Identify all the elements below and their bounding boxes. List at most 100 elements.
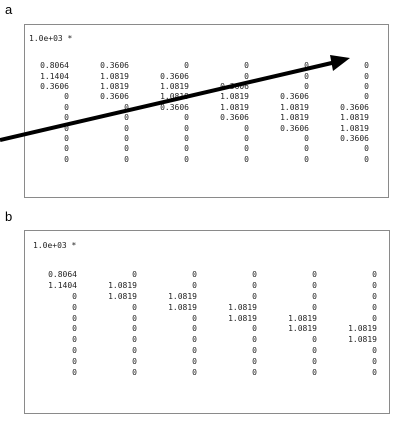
matrix-row: 0 0 1.0819 1.0819 0 0: [25, 302, 377, 313]
matrix-cell: 0: [304, 81, 309, 91]
matrix-row: 0 0 0.3606 1.0819 1.0819 0.3606: [25, 103, 369, 113]
matrix-cell: 0: [244, 144, 249, 154]
matrix-cell: 1.0819: [160, 92, 189, 102]
matrix-row: 0 0 0 0 0 0: [25, 367, 377, 378]
matrix-row: 0 0.3606 1.0819 1.0819 0.3606 0: [25, 92, 369, 102]
matrix-cell: 0: [252, 324, 257, 334]
matrix-cell: 0: [132, 356, 137, 366]
matrix-row: 0 0 0 0 0 1.0819: [25, 335, 377, 346]
matrix-cell: 0: [72, 356, 77, 366]
matrix-output-panel-b: 1.0e+03 * 0.8064 0 0 0 0 0 1.1404 1.0819 0 0 0 0 0 1.…: [24, 230, 390, 414]
matrix-cell: 0: [124, 123, 129, 133]
matrix-cell: 0: [252, 270, 257, 280]
matrix-cell: 0.3606: [280, 92, 309, 102]
matrix-cell: 0: [312, 345, 317, 355]
matrix-cell: 0: [304, 71, 309, 81]
matrix-cell: 0: [312, 367, 317, 377]
matrix-cell: 0: [304, 144, 309, 154]
matrix-cell: 0: [192, 324, 197, 334]
matrix-cell: 0: [64, 123, 69, 133]
matrix-cell: 0: [132, 270, 137, 280]
matrix-cell: 0: [132, 345, 137, 355]
matrix-cell: 0: [64, 113, 69, 123]
matrix-cell: 0: [364, 61, 369, 71]
matrix-cell: 0: [364, 81, 369, 91]
matrix-cell: 0: [124, 154, 129, 164]
matrix-cell: 0: [304, 133, 309, 143]
panel-a-label: a: [5, 2, 13, 17]
matrix-cell: 0: [372, 313, 377, 323]
matrix-row: 0.8064 0.3606 0 0 0 0: [25, 61, 369, 71]
matrix-cell: 1.0819: [160, 81, 189, 91]
panel-b-label: b: [5, 209, 13, 224]
matrix-cell: 0: [132, 367, 137, 377]
matrix-cell: 0.8064: [40, 61, 69, 71]
matrix-cell: 0: [364, 154, 369, 164]
matrix-cell: 1.0819: [288, 324, 317, 334]
matrix-cell: 0.3606: [100, 61, 129, 71]
matrix-cell: 0: [244, 71, 249, 81]
matrix-cell: 1.0819: [288, 313, 317, 323]
matrix-cell: 1.0819: [228, 302, 257, 312]
matrix-cell: 1.1404: [40, 71, 69, 81]
scale-factor-b: 1.0e+03 *: [33, 241, 77, 250]
matrix-cell: 0: [372, 291, 377, 301]
matrix-cell: 1.0819: [280, 102, 309, 112]
matrix-cell: 0: [192, 345, 197, 355]
matrix-cell: 0.3606: [340, 133, 369, 143]
matrix-cell: 0: [312, 291, 317, 301]
matrix-cell: 0: [252, 345, 257, 355]
matrix-cell: 0: [252, 335, 257, 345]
matrix-table-b: 0.8064 0 0 0 0 0 1.1404 1.0819 0 0 0 0 0 1.0819 1.0819…: [25, 270, 377, 378]
matrix-cell: 0: [72, 313, 77, 323]
matrix-cell: 0: [132, 335, 137, 345]
matrix-cell: 0: [184, 123, 189, 133]
matrix-cell: 1.0819: [348, 324, 377, 334]
matrix-row: 0 0 0 0 0 0: [25, 356, 377, 367]
matrix-cell: 0: [192, 356, 197, 366]
matrix-cell: 0: [312, 356, 317, 366]
matrix-cell: 0: [184, 133, 189, 143]
matrix-cell: 0.3606: [280, 123, 309, 133]
matrix-row: 0 1.0819 1.0819 0 0 0: [25, 292, 377, 303]
matrix-cell: 0: [72, 302, 77, 312]
matrix-cell: 0: [192, 367, 197, 377]
matrix-cell: 0: [364, 92, 369, 102]
matrix-cell: 0: [124, 113, 129, 123]
matrix-cell: 0: [72, 345, 77, 355]
scale-factor-a: 1.0e+03 *: [29, 34, 73, 43]
matrix-cell: 1.1404: [48, 281, 77, 291]
matrix-cell: 0: [72, 335, 77, 345]
matrix-row: 0 0 0 0 0 0: [25, 346, 377, 357]
matrix-cell: 0: [192, 335, 197, 345]
matrix-cell: 0: [192, 313, 197, 323]
matrix-cell: 0: [64, 133, 69, 143]
matrix-row: 1.1404 1.0819 0.3606 0 0 0: [25, 71, 369, 81]
matrix-cell: 0: [372, 270, 377, 280]
matrix-row: 0 0 0 1.0819 1.0819 0: [25, 313, 377, 324]
matrix-cell: 0: [244, 133, 249, 143]
matrix-cell: 0: [192, 270, 197, 280]
matrix-cell: 0: [72, 367, 77, 377]
matrix-cell: 1.0819: [220, 102, 249, 112]
matrix-cell: 0: [304, 61, 309, 71]
matrix-cell: 0: [184, 61, 189, 71]
matrix-cell: 0: [184, 144, 189, 154]
matrix-cell: 0: [132, 313, 137, 323]
matrix-cell: 0: [184, 154, 189, 164]
matrix-cell: 0.3606: [220, 81, 249, 91]
matrix-cell: 0: [304, 154, 309, 164]
matrix-cell: 0: [312, 281, 317, 291]
matrix-cell: 0: [244, 123, 249, 133]
matrix-cell: 0: [312, 302, 317, 312]
matrix-row: 0 0 0 0 1.0819 1.0819: [25, 324, 377, 335]
matrix-cell: 0: [252, 281, 257, 291]
matrix-cell: 1.0819: [108, 281, 137, 291]
matrix-cell: 0: [72, 291, 77, 301]
matrix-output-panel-a: 1.0e+03 * 0.8064 0.3606 0 0 0 0 1.1404 1.0819 0.…: [24, 24, 389, 198]
matrix-cell: 0.3606: [340, 102, 369, 112]
matrix-table-a: 0.8064 0.3606 0 0 0 0 1.1404 1.0819 0.3606 0 0 0 0.3…: [25, 61, 369, 165]
matrix-cell: 0: [372, 367, 377, 377]
matrix-cell: 0: [312, 335, 317, 345]
matrix-row: 0.8064 0 0 0 0 0: [25, 270, 377, 281]
